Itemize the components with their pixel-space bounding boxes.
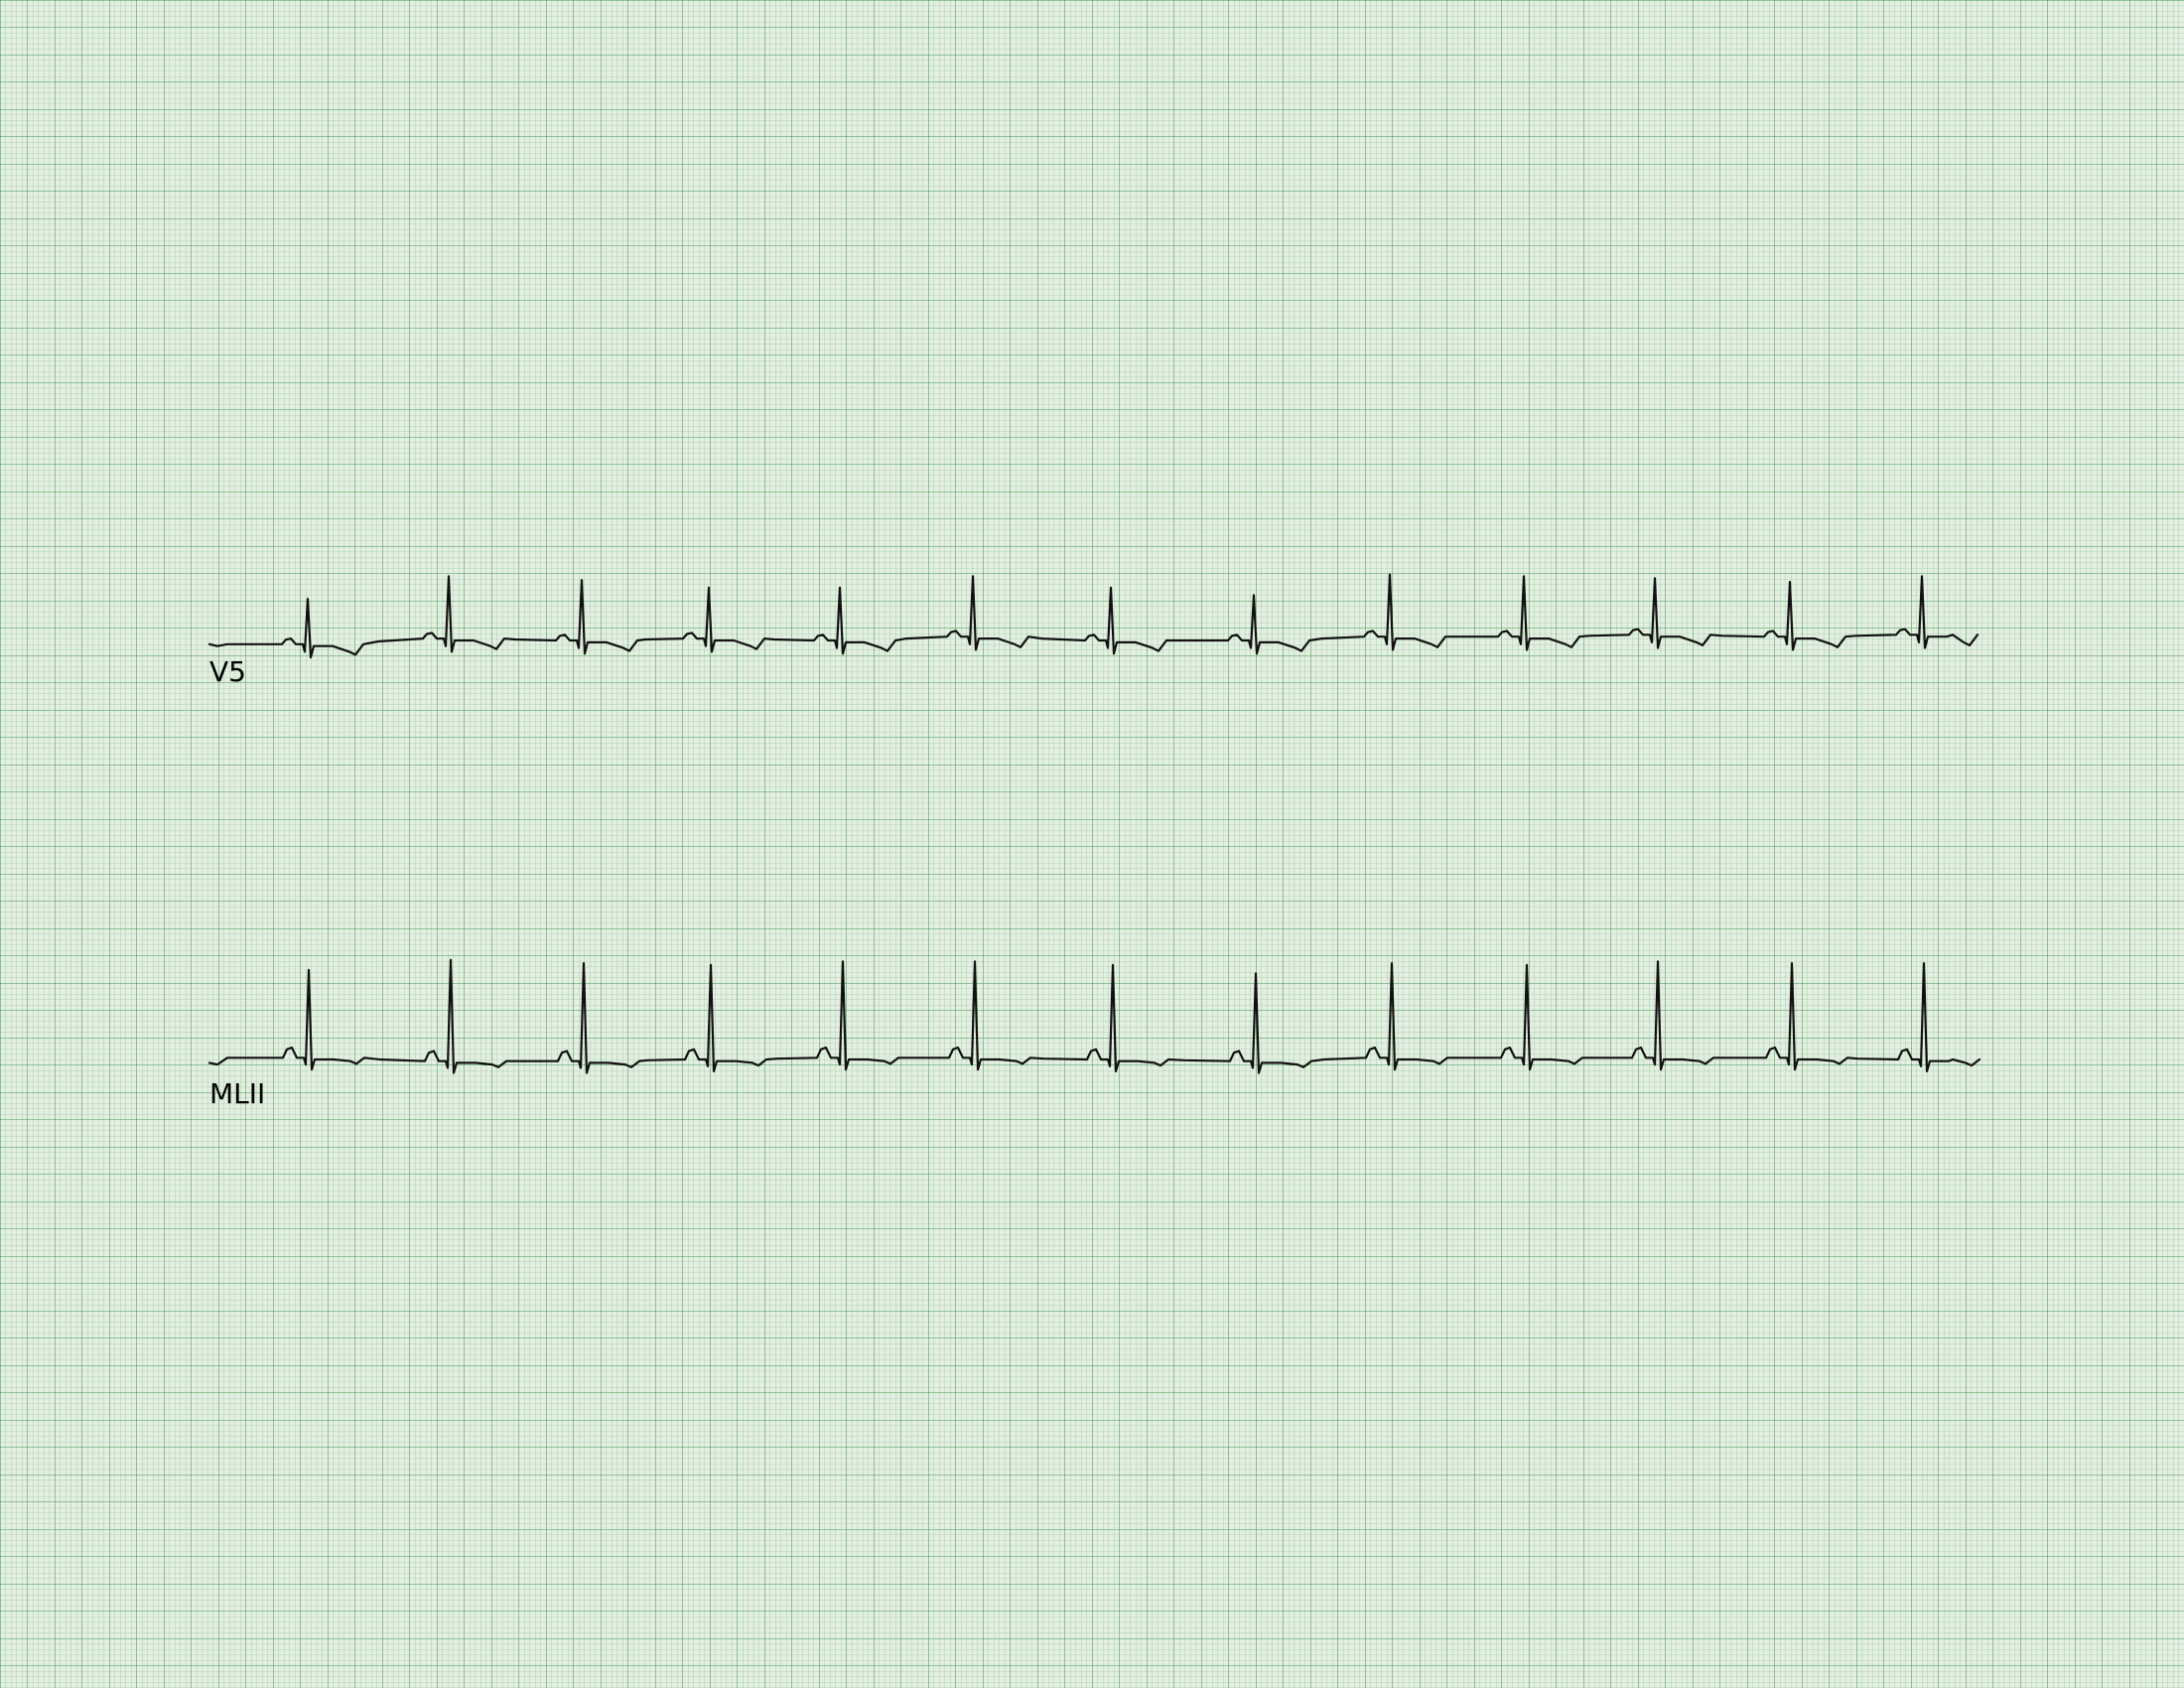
v5-lead-label: V5 — [209, 655, 246, 688]
v5-trace — [207, 573, 1979, 659]
mlii-trace — [207, 958, 1981, 1074]
mlii-lead-label: MLII — [209, 1077, 265, 1110]
lead-mlii: MLII — [207, 958, 1981, 1110]
lead-v5: V5 — [207, 573, 1979, 688]
